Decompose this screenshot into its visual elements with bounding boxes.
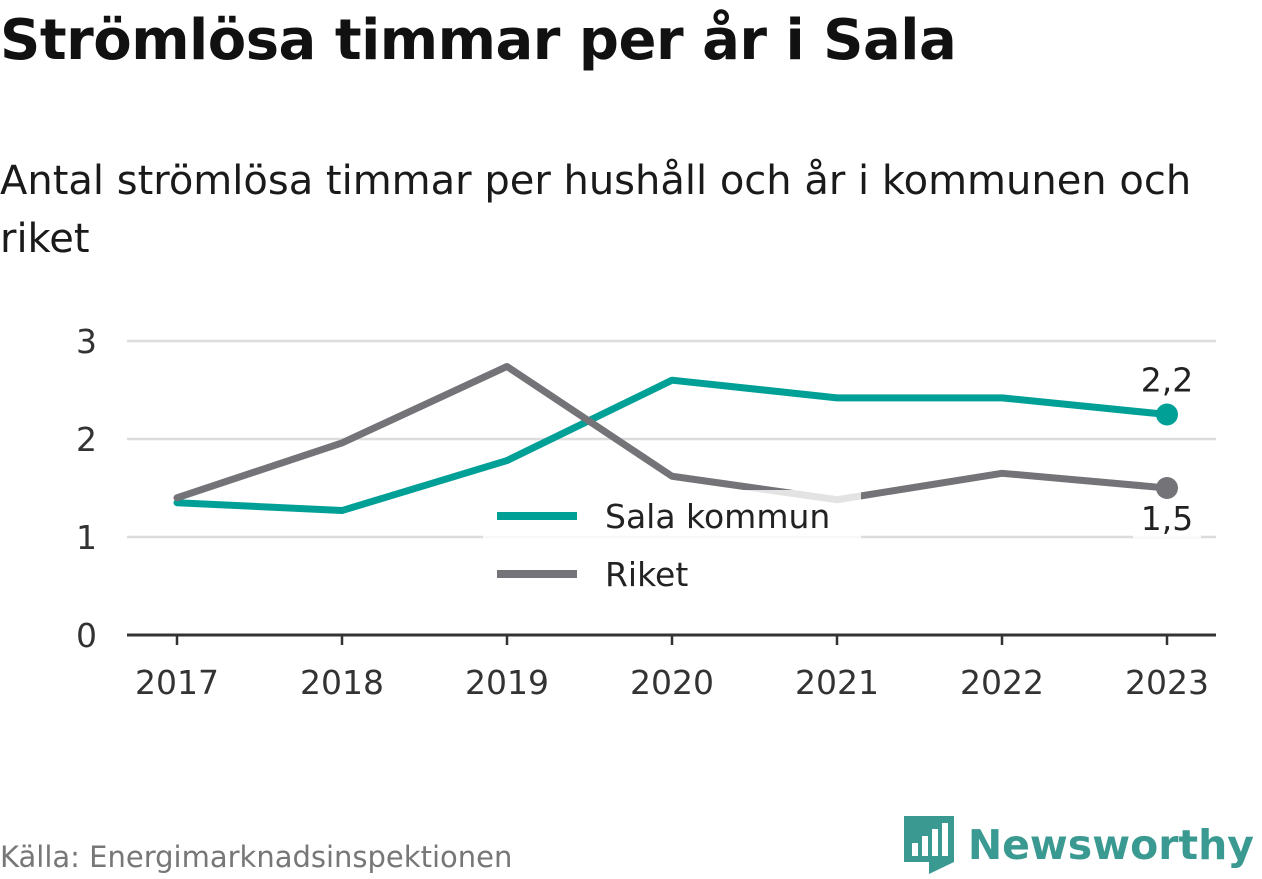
x-tick-label: 2023	[1125, 663, 1209, 702]
series-line-sala-kommun	[173, 376, 1171, 515]
chart-subtitle: Antal strömlösa timmar per hushåll och å…	[0, 158, 1192, 262]
y-tick-label: 3	[76, 322, 97, 361]
brand: Newsworthy	[903, 816, 1254, 874]
series-lines	[173, 362, 1178, 515]
newsworthy-logo-icon	[903, 816, 954, 874]
y-tick-label: 2	[76, 420, 97, 459]
end-point-marker	[1156, 477, 1178, 499]
end-point-marker	[1156, 403, 1178, 426]
legend-label: Riket	[605, 555, 688, 594]
data-labels: 2,2 1,5	[1133, 361, 1201, 538]
legend-label: Sala kommun	[605, 497, 830, 536]
x-tick-label: 2022	[960, 663, 1044, 702]
legend: Sala kommun Riket	[483, 490, 861, 600]
x-tick-label: 2018	[300, 663, 384, 702]
data-label-background	[1133, 500, 1201, 538]
y-tick-label: 0	[76, 616, 97, 655]
data-label: 2,2	[1141, 361, 1193, 400]
y-axis-ticks: 0 1 2 3	[76, 322, 97, 655]
y-tick-label: 1	[76, 518, 97, 557]
line-chart: 0 1 2 3 2017 2018 2019 2020 2021 2022 2023 Sala k…	[76, 322, 1216, 702]
x-axis: 2017 2018 2019 2020 2021 2022 2023	[127, 633, 1216, 702]
x-tick-label: 2020	[630, 663, 714, 702]
legend-background	[483, 490, 861, 600]
x-tick-label: 2017	[135, 663, 219, 702]
x-tick-label: 2019	[465, 663, 549, 702]
data-label: 1,5	[1141, 499, 1193, 538]
chart-title: Strömlösa timmar per år i Sala	[0, 8, 957, 73]
x-tick-label: 2021	[795, 663, 879, 702]
series-line-riket	[173, 362, 1171, 504]
brand-name: Newsworthy	[967, 821, 1254, 869]
source-note: Källa: Energimarknadsinspektionen	[0, 840, 513, 874]
